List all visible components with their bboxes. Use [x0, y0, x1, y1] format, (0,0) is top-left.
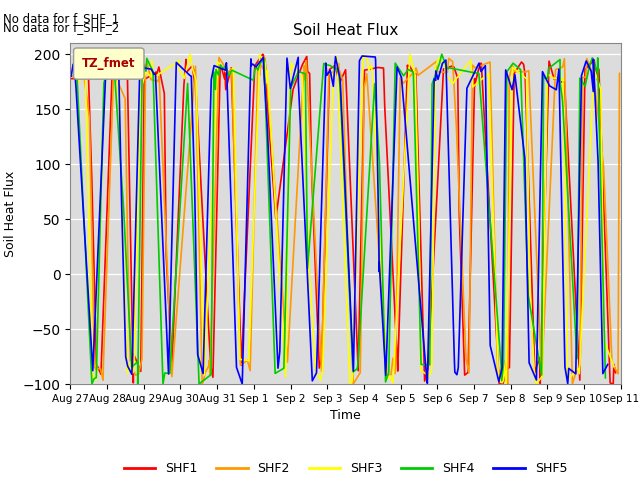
SHF4 — [210, 69, 218, 75]
SHF4 — [225, 72, 232, 78]
SHF5 — [211, 63, 218, 69]
Legend: SHF1, SHF2, SHF3, SHF4, SHF5: SHF1, SHF2, SHF3, SHF4, SHF5 — [119, 457, 572, 480]
SHF2 — [215, 55, 223, 60]
SHF5 — [358, 53, 366, 59]
SHF4 — [354, 364, 362, 370]
SHF3 — [508, 77, 516, 83]
SHF2 — [228, 73, 236, 79]
SHF5 — [247, 56, 255, 62]
SHF2 — [363, 71, 371, 77]
SHF3 — [75, 79, 83, 85]
SHF5 — [604, 361, 612, 367]
SHF3 — [175, 58, 183, 64]
SHF4 — [336, 73, 344, 79]
SHF2 — [444, 70, 451, 75]
Line: SHF1: SHF1 — [71, 54, 616, 384]
Text: No data for f_SHF_1: No data for f_SHF_1 — [3, 12, 120, 25]
Title: Soil Heat Flux: Soil Heat Flux — [293, 23, 398, 38]
Text: No data for f_SHF_2: No data for f_SHF_2 — [3, 21, 120, 34]
SHF2 — [68, 73, 76, 79]
SHF2 — [616, 71, 623, 76]
SHF5 — [578, 72, 586, 78]
SHF1 — [326, 67, 333, 72]
SHF5 — [238, 381, 246, 387]
SHF3 — [469, 84, 477, 90]
SHF1 — [117, 51, 125, 57]
SHF4 — [602, 375, 609, 381]
SHF3 — [189, 66, 196, 72]
Line: SHF3: SHF3 — [79, 54, 614, 384]
SHF5 — [594, 159, 602, 165]
SHF3 — [186, 51, 194, 57]
SHF1 — [495, 381, 503, 387]
Line: SHF2: SHF2 — [72, 58, 620, 384]
SHF1 — [553, 75, 561, 81]
SHF3 — [330, 69, 337, 74]
SHF1 — [612, 370, 620, 376]
SHF2 — [256, 60, 264, 66]
SHF4 — [214, 72, 222, 78]
SHF3 — [346, 381, 354, 387]
X-axis label: Time: Time — [330, 409, 361, 422]
SHF3 — [610, 364, 618, 370]
SHF1 — [67, 76, 75, 82]
SHF1 — [130, 351, 138, 357]
Line: SHF5: SHF5 — [71, 56, 608, 384]
SHF2 — [383, 372, 391, 378]
SHF4 — [70, 68, 78, 73]
SHF5 — [349, 368, 357, 374]
SHF1 — [518, 59, 525, 65]
SHF4 — [509, 60, 517, 66]
SHF2 — [110, 69, 118, 75]
Line: SHF4: SHF4 — [74, 54, 605, 384]
SHF1 — [545, 58, 553, 64]
SHF5 — [72, 84, 80, 90]
SHF5 — [67, 73, 75, 79]
SHF2 — [198, 381, 206, 387]
SHF4 — [108, 51, 115, 57]
Text: TZ_fmet: TZ_fmet — [82, 57, 136, 70]
SHF4 — [88, 381, 96, 387]
SHF3 — [550, 75, 557, 81]
Y-axis label: Soil Heat Flux: Soil Heat Flux — [4, 170, 17, 257]
SHF1 — [161, 91, 168, 96]
